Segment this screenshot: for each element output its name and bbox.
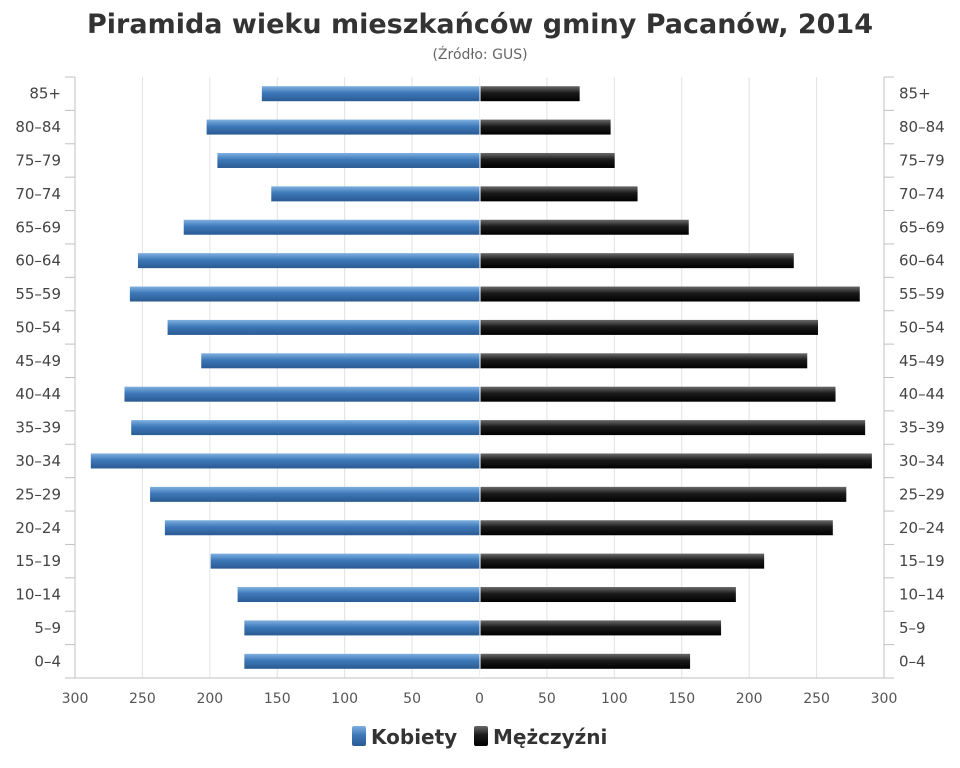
bar-kobiety	[129, 286, 480, 302]
y-tick-label-right: 5–9	[899, 619, 926, 637]
y-tick-label-right: 70–74	[899, 185, 945, 203]
bars	[90, 77, 872, 678]
bar-mezczyzni	[480, 353, 808, 369]
x-tick-label: 150	[668, 691, 695, 707]
x-tick-labels: 300 250 200 150 100 50 0 50 100 150 200 250 300	[62, 691, 898, 707]
y-tick-label-right: 65–69	[899, 218, 945, 236]
bar-mezczyzni	[480, 152, 615, 168]
y-tick-label-right: 60–64	[899, 252, 945, 270]
legend: Kobiety Mężczyźni	[352, 725, 607, 749]
y-tick-label-left: 85+	[29, 85, 61, 103]
y-tick-label-left: 75–79	[15, 151, 61, 169]
y-tick-label-right: 75–79	[899, 151, 945, 169]
bar-mezczyzni	[480, 219, 689, 235]
bar-kobiety	[131, 420, 481, 436]
x-tick-label: 100	[601, 691, 628, 707]
bar-kobiety	[150, 486, 481, 502]
y-tick-label-right: 45–49	[899, 352, 945, 370]
bar-mezczyzni	[480, 119, 611, 135]
y-tick-label-right: 25–29	[899, 485, 945, 503]
y-tick-label-left: 50–54	[15, 318, 61, 336]
bar-kobiety	[244, 620, 480, 636]
bar-kobiety	[206, 119, 481, 135]
bar-kobiety	[137, 253, 481, 269]
x-tick-label: 300	[62, 691, 89, 707]
y-tick-label-right: 10–14	[899, 586, 945, 604]
y-tick-label-right: 20–24	[899, 519, 945, 537]
x-tick-label: 150	[264, 691, 291, 707]
bar-kobiety	[201, 353, 481, 369]
bar-mezczyzni	[480, 186, 638, 202]
y-tick-label-left: 25–29	[15, 485, 61, 503]
bar-mezczyzni	[480, 386, 836, 402]
bar-kobiety	[244, 653, 480, 669]
y-tick-label-left: 30–34	[15, 452, 61, 470]
x-tick-label: 200	[196, 691, 223, 707]
bar-mezczyzni	[480, 620, 722, 636]
y-tick-label-left: 65–69	[15, 218, 61, 236]
bar-kobiety	[271, 186, 480, 202]
bar-mezczyzni	[480, 86, 580, 102]
y-tick-labels: 85+ 85+ 80–84 80–84 75–79 75–79 70–74 70–74 65–6…	[15, 85, 944, 671]
bar-mezczyzni	[480, 420, 866, 436]
bar-mezczyzni	[480, 319, 819, 335]
x-tick-label: 50	[403, 691, 421, 707]
y-tick-label-left: 35–39	[15, 419, 61, 437]
bar-kobiety	[237, 587, 480, 603]
legend-swatch-kobiety	[352, 726, 366, 746]
y-tick-label-left: 20–24	[15, 519, 61, 537]
y-tick-label-left: 70–74	[15, 185, 61, 203]
y-tick-label-left: 10–14	[15, 586, 61, 604]
y-tick-label-right: 85+	[899, 85, 931, 103]
y-tick-label-left: 60–64	[15, 252, 61, 270]
x-tick-label: 300	[871, 691, 898, 707]
chart-title: Piramida wieku mieszkańców gminy Pacanów…	[87, 9, 873, 40]
bar-mezczyzni	[480, 520, 833, 536]
y-tick-label-left: 0–4	[34, 652, 61, 670]
x-tick-label: 250	[129, 691, 156, 707]
y-tick-label-right: 55–59	[899, 285, 945, 303]
legend-label-kobiety: Kobiety	[371, 725, 457, 749]
x-tick-label: 0	[475, 691, 484, 707]
y-tick-label-left: 40–44	[15, 385, 61, 403]
bar-kobiety	[210, 553, 480, 569]
bar-kobiety	[217, 152, 480, 168]
bar-kobiety	[164, 520, 480, 536]
bar-kobiety	[183, 219, 480, 235]
chart-subtitle: (Źródło: GUS)	[432, 45, 527, 63]
legend-swatch-mezczyzni	[474, 726, 488, 746]
bar-mezczyzni	[480, 486, 847, 502]
bar-mezczyzni	[480, 553, 765, 569]
bar-kobiety	[124, 386, 480, 402]
y-tick-label-right: 35–39	[899, 419, 945, 437]
y-tick-label-left: 55–59	[15, 285, 61, 303]
bar-mezczyzni	[480, 653, 691, 669]
bar-mezczyzni	[480, 587, 736, 603]
y-tick-label-left: 5–9	[34, 619, 61, 637]
y-tick-label-right: 50–54	[899, 318, 945, 336]
y-tick-label-left: 15–19	[15, 552, 61, 570]
y-tick-label-right: 0–4	[899, 652, 926, 670]
y-tick-label-right: 40–44	[899, 385, 945, 403]
legend-label-mezczyzni: Mężczyźni	[493, 725, 607, 749]
x-tick-label: 250	[803, 691, 830, 707]
y-tick-label-right: 80–84	[899, 118, 945, 136]
x-tick-label: 200	[736, 691, 763, 707]
bar-kobiety	[167, 319, 480, 335]
y-tick-label-right: 30–34	[899, 452, 945, 470]
y-tick-label-left: 80–84	[15, 118, 61, 136]
y-tick-label-right: 15–19	[899, 552, 945, 570]
bar-mezczyzni	[480, 286, 860, 302]
x-tick-label: 100	[331, 691, 358, 707]
bar-kobiety	[90, 453, 481, 469]
bar-kobiety	[261, 86, 480, 102]
bar-mezczyzni	[480, 253, 794, 269]
x-tick-label: 50	[538, 691, 556, 707]
y-tick-label-left: 45–49	[15, 352, 61, 370]
bar-mezczyzni	[480, 453, 872, 469]
